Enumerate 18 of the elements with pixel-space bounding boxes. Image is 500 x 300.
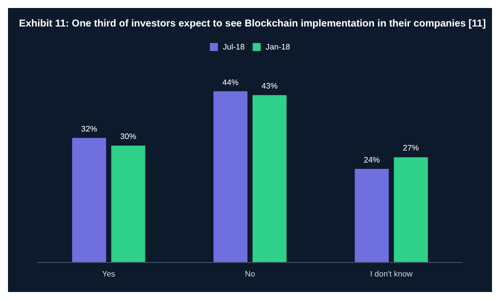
- legend-label: Jul-18: [222, 42, 246, 52]
- bar: [111, 146, 146, 262]
- data-label: 30%: [120, 132, 136, 142]
- bar: [252, 95, 287, 262]
- data-label: 24%: [364, 155, 380, 164]
- bar: [394, 157, 428, 262]
- x-tick-label: I don't know: [370, 270, 413, 278]
- bar: [354, 168, 389, 262]
- bar: [72, 138, 106, 262]
- legend-label: Jan-18: [266, 42, 291, 52]
- x-tick-label: No: [244, 270, 256, 278]
- data-label: 27%: [402, 144, 419, 153]
- x-tick-label: Yes: [102, 270, 116, 278]
- data-label: 43%: [262, 82, 278, 91]
- data-label: 32%: [81, 124, 98, 134]
- data-label: 44%: [222, 78, 238, 87]
- chart-title: Exhibit 11: One third of investors expect to see Blockchain implementation in their companies [11]: [19, 18, 486, 30]
- bar: [213, 91, 248, 262]
